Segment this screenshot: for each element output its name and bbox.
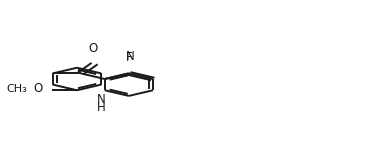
Text: F: F [125,51,132,64]
Text: H: H [97,101,105,114]
Text: N: N [97,93,105,106]
Text: N: N [126,50,135,63]
Text: O: O [33,82,42,95]
Text: O: O [88,42,97,55]
Text: CH₃: CH₃ [6,84,27,94]
